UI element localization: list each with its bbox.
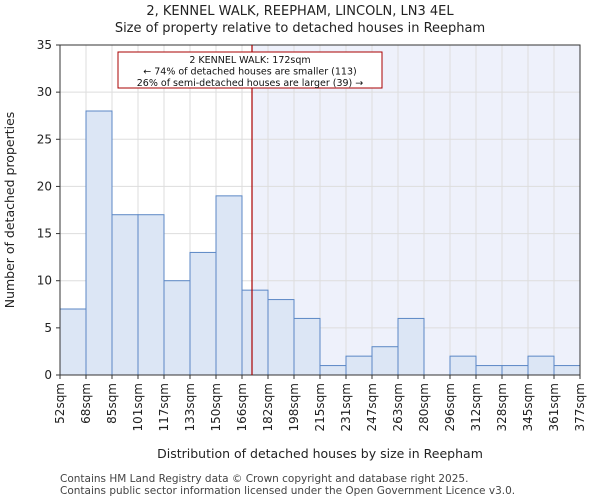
annotation-title: 2 KENNEL WALK: 172sqm <box>189 55 310 66</box>
x-tick-label: 312sqm <box>469 383 483 431</box>
y-tick-label: 5 <box>44 321 52 335</box>
x-axis-label: Distribution of detached houses by size … <box>157 446 483 461</box>
x-tick-label: 117sqm <box>157 383 171 431</box>
x-tick-label: 296sqm <box>443 383 457 431</box>
footer-licence: Contains public sector information licen… <box>60 485 516 497</box>
bar <box>319 365 347 376</box>
bar <box>59 308 87 376</box>
y-tick-label: 30 <box>37 85 52 99</box>
bar <box>475 365 503 376</box>
bar <box>527 355 555 376</box>
annotation-box <box>117 51 383 89</box>
bar <box>397 317 425 376</box>
bar <box>293 317 321 376</box>
x-tick-label: 101sqm <box>131 383 145 431</box>
bar <box>371 346 399 376</box>
bar <box>241 289 269 376</box>
y-tick-label: 25 <box>37 132 52 146</box>
x-tick-label: 231sqm <box>339 383 353 431</box>
annotation-larger: 26% of semi-detached houses are larger (… <box>137 78 364 89</box>
y-tick-label: 35 <box>37 38 52 52</box>
y-tick-label: 20 <box>37 179 52 193</box>
x-tick-label: 68sqm <box>79 383 93 424</box>
footer-copyright: Contains HM Land Registry data © Crown c… <box>60 473 469 485</box>
x-tick-label: 150sqm <box>209 383 223 431</box>
x-tick-label: 133sqm <box>183 383 197 431</box>
y-tick-label: 15 <box>37 227 52 241</box>
x-tick-label: 263sqm <box>391 383 405 431</box>
x-tick-label: 166sqm <box>235 383 249 431</box>
y-axis-label: Number of detached properties <box>2 112 17 309</box>
bar <box>189 251 217 376</box>
bar <box>137 214 165 376</box>
y-tick-label: 0 <box>44 368 52 382</box>
x-tick-label: 182sqm <box>261 383 275 431</box>
bar <box>267 299 295 376</box>
x-tick-label: 328sqm <box>495 383 509 431</box>
bar <box>553 365 581 376</box>
bar <box>345 355 373 376</box>
y-tick-label: 10 <box>37 274 52 288</box>
bar <box>163 280 191 376</box>
x-tick-label: 345sqm <box>521 383 535 431</box>
x-tick-label: 361sqm <box>547 383 561 431</box>
bar <box>501 365 529 376</box>
bar <box>449 355 477 376</box>
chart-subtitle: Size of property relative to detached ho… <box>114 21 486 36</box>
x-tick-label: 215sqm <box>313 383 327 431</box>
x-tick-label: 377sqm <box>573 383 587 431</box>
bar <box>111 214 139 376</box>
bar <box>215 195 243 376</box>
x-tick-label: 198sqm <box>287 383 301 431</box>
x-tick-label: 247sqm <box>365 383 379 431</box>
x-tick-label: 85sqm <box>105 383 119 424</box>
annotation-smaller: ← 74% of detached houses are smaller (11… <box>143 67 356 78</box>
chart-title: 2, KENNEL WALK, REEPHAM, LINCOLN, LN3 4E… <box>146 4 454 19</box>
x-tick-label: 280sqm <box>417 383 431 431</box>
bar <box>85 110 113 376</box>
x-tick-label: 52sqm <box>53 383 67 424</box>
